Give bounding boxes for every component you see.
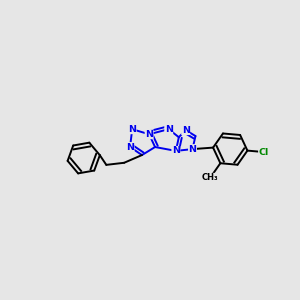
Text: Cl: Cl: [259, 148, 269, 157]
Text: N: N: [165, 125, 173, 134]
Text: N: N: [182, 126, 190, 135]
Text: N: N: [126, 142, 134, 152]
Text: N: N: [128, 125, 136, 134]
Text: N: N: [172, 146, 180, 155]
Text: N: N: [188, 145, 196, 154]
Text: N: N: [145, 130, 153, 139]
Text: CH₃: CH₃: [202, 173, 218, 182]
